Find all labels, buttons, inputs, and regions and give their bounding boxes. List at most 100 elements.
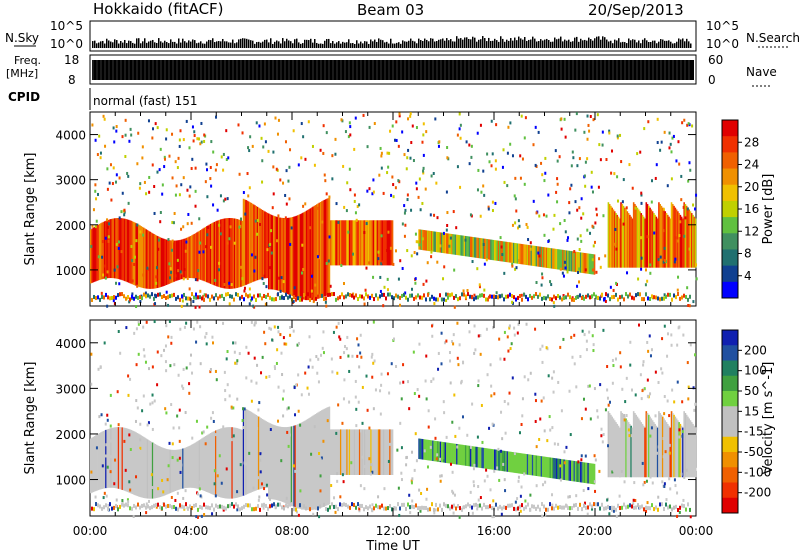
ground-cell <box>647 296 649 301</box>
heatmap-cell <box>564 459 567 481</box>
heatmap-cell <box>370 220 372 266</box>
noise-bar <box>634 39 636 48</box>
colorbar-tick-label: 100 <box>744 364 767 378</box>
scatter-cell <box>192 299 195 303</box>
heatmap-cell <box>130 429 132 494</box>
scatter-cell <box>513 333 516 337</box>
scatter-cell <box>507 402 510 406</box>
heatmap-cell <box>461 444 463 466</box>
heatmap-cell <box>318 411 321 509</box>
ground-cell <box>591 504 593 509</box>
scatter-cell <box>242 191 245 195</box>
scatter-cell <box>272 192 275 196</box>
noise-bar <box>644 38 646 48</box>
scatter-cell <box>585 339 588 343</box>
scatter-cell <box>386 249 389 253</box>
scatter-cell <box>177 156 180 160</box>
ground-cell <box>205 505 207 510</box>
scatter-cell <box>579 234 582 238</box>
ground-cell <box>105 503 107 508</box>
noise-bar <box>122 42 124 48</box>
scatter-cell <box>660 367 663 371</box>
noise-bar <box>660 39 662 48</box>
scatter-cell <box>669 142 672 146</box>
scatter-cell <box>284 140 287 144</box>
scatter-cell <box>319 458 322 462</box>
scatter-cell <box>322 439 325 443</box>
scatter-cell <box>397 144 400 148</box>
scatter-cell <box>234 341 237 345</box>
ground-cell <box>249 293 251 298</box>
scatter-cell <box>559 464 562 468</box>
scatter-cell <box>601 143 604 147</box>
heatmap-cell <box>331 429 333 475</box>
colorbar-tick-label: 8 <box>744 247 752 261</box>
scatter-cell <box>664 427 667 431</box>
scatter-cell <box>163 155 166 159</box>
noise-bar <box>372 41 374 48</box>
noise-bar <box>294 39 296 48</box>
ground-cell <box>113 295 115 300</box>
ground-cell <box>163 294 165 299</box>
heatmap-cell <box>261 209 264 279</box>
heatmap-cell <box>339 429 342 475</box>
noise-bar <box>244 38 246 48</box>
scatter-cell <box>574 200 577 204</box>
heatmap-cell <box>611 416 614 478</box>
scatter-cell <box>456 133 459 137</box>
scatter-cell <box>104 236 107 240</box>
heatmap-cell <box>418 229 420 250</box>
noise-bar <box>616 40 618 48</box>
scatter-cell <box>210 140 213 144</box>
scatter-cell <box>123 213 126 217</box>
scatter-cell <box>277 325 280 329</box>
noise-bar <box>326 39 328 48</box>
heatmap-cell <box>467 445 470 467</box>
ground-cell <box>589 295 591 300</box>
scatter-cell <box>206 233 209 237</box>
ground-cell <box>385 506 387 511</box>
scatter-cell <box>611 149 614 153</box>
heatmap-cell <box>524 453 526 475</box>
scatter-cell <box>307 450 310 454</box>
scatter-cell <box>497 447 500 451</box>
scatter-cell <box>206 425 209 429</box>
scatter-cell <box>380 154 383 158</box>
heatmap-cell <box>642 425 645 478</box>
scatter-cell <box>151 427 154 431</box>
scatter-cell <box>575 494 578 498</box>
ground-cell <box>193 503 195 508</box>
scatter-cell <box>372 190 375 194</box>
ground-cell <box>513 506 515 511</box>
scatter-cell <box>451 340 454 344</box>
ground-cell <box>459 296 461 301</box>
beam-title: Beam 03 <box>357 1 424 19</box>
scatter-cell <box>354 116 357 120</box>
ground-cell <box>199 295 201 300</box>
scatter-cell <box>508 324 511 328</box>
scatter-cell <box>350 461 353 465</box>
scatter-cell <box>529 371 532 375</box>
scatter-cell <box>135 327 138 331</box>
scatter-cell <box>260 371 263 375</box>
scatter-cell <box>575 385 578 389</box>
scatter-cell <box>556 159 559 163</box>
heatmap-cell <box>488 448 491 470</box>
scatter-cell <box>145 511 148 515</box>
scatter-cell <box>559 222 562 226</box>
ground-cell <box>557 293 559 298</box>
scatter-cell <box>677 239 680 243</box>
scatter-cell <box>436 260 439 264</box>
heatmap-cell <box>254 205 256 282</box>
scatter-cell <box>348 167 351 171</box>
scatter-cell <box>472 480 475 484</box>
scatter-cell <box>443 341 446 345</box>
colorbar-tick-label: 12 <box>744 224 759 238</box>
scatter-cell <box>406 249 409 253</box>
noise-bar <box>430 38 432 48</box>
heatmap-cell <box>616 423 619 478</box>
colorbar-tick-label: 50 <box>744 384 759 398</box>
scatter-cell <box>414 232 417 236</box>
ground-cell <box>441 297 443 302</box>
ground-cell <box>627 504 629 509</box>
